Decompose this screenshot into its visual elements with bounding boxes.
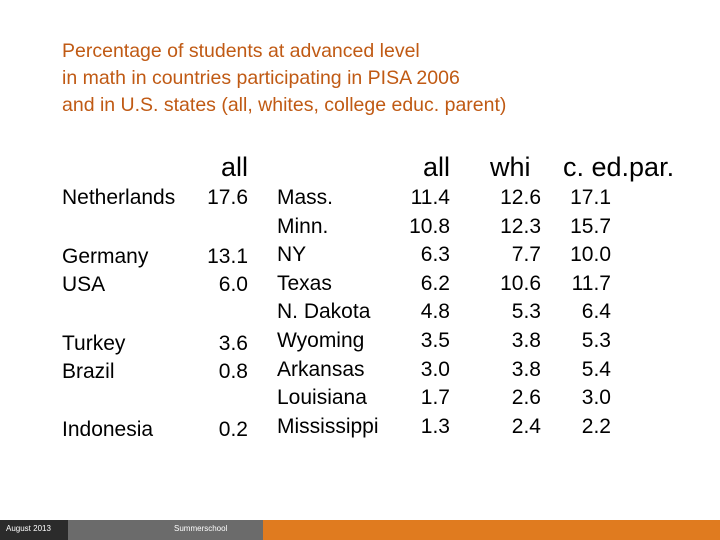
state-value-whi: 10.6 bbox=[500, 271, 541, 295]
footer-date: August 2013 bbox=[6, 524, 51, 533]
state-value-whi: 7.7 bbox=[511, 243, 541, 267]
state-value-ced: 11.7 bbox=[571, 271, 611, 295]
state-value-all: 6.2 bbox=[420, 271, 450, 295]
state-name: Texas bbox=[277, 271, 332, 295]
country-value: 0.2 bbox=[218, 418, 248, 441]
footer-event-block: Summerschool bbox=[68, 520, 263, 540]
state-value-whi: 12.3 bbox=[500, 214, 541, 238]
state-value-ced: 2.2 bbox=[581, 414, 611, 438]
country-name: Turkey bbox=[62, 332, 126, 355]
state-value-ced: 5.4 bbox=[581, 357, 611, 381]
state-name: NY bbox=[277, 243, 307, 267]
country-value: 13.1 bbox=[207, 245, 248, 268]
state-value-all: 3.0 bbox=[420, 357, 450, 381]
state-value-ced: 10.0 bbox=[570, 243, 611, 267]
footer-event: Summerschool bbox=[174, 524, 228, 533]
state-name: Louisiana bbox=[277, 386, 367, 410]
state-value-all: 3.5 bbox=[420, 329, 450, 352]
country-value: 6.0 bbox=[218, 273, 248, 296]
state-value-whi: 2.4 bbox=[511, 414, 541, 438]
state-name: Mississippi bbox=[277, 414, 379, 438]
state-value-all: 1.7 bbox=[420, 386, 450, 410]
state-name: N. Dakota bbox=[277, 300, 371, 324]
country-name: Germany bbox=[62, 245, 149, 268]
state-value-whi: 3.8 bbox=[511, 329, 541, 352]
state-value-ced: 6.4 bbox=[581, 300, 611, 324]
state-value-all: 1.3 bbox=[420, 414, 450, 438]
country-name: Netherlands bbox=[62, 186, 176, 209]
state-value-ced: 17.1 bbox=[570, 186, 611, 209]
country-name: USA bbox=[62, 273, 106, 296]
state-value-whi: 5.3 bbox=[511, 300, 541, 324]
state-value-all: 4.8 bbox=[420, 300, 450, 324]
state-value-whi: 3.8 bbox=[511, 357, 541, 381]
states-header-all: all bbox=[422, 152, 450, 182]
state-name: Arkansas bbox=[277, 357, 365, 381]
countries-header-all: all bbox=[220, 152, 248, 182]
country-value: 3.6 bbox=[218, 332, 248, 355]
footer-bar: August 2013 Summerschool bbox=[0, 520, 720, 540]
footer-accent-block bbox=[263, 520, 720, 540]
state-name: Minn. bbox=[277, 214, 329, 238]
state-value-ced: 5.3 bbox=[581, 329, 611, 352]
footer-date-block: August 2013 bbox=[0, 520, 68, 540]
state-value-whi: 12.6 bbox=[500, 186, 541, 209]
country-value: 17.6 bbox=[207, 186, 248, 209]
state-value-all: 11.4 bbox=[410, 186, 450, 209]
state-value-ced: 3.0 bbox=[581, 386, 611, 410]
country-name: Indonesia bbox=[62, 418, 154, 441]
state-value-ced: 15.7 bbox=[570, 214, 611, 238]
state-name: Mass. bbox=[277, 186, 334, 209]
state-value-whi: 2.6 bbox=[511, 386, 541, 410]
title-line-3: and in U.S. states (all, whites, college… bbox=[62, 94, 507, 116]
slide-title: Percentage of students at advanced level… bbox=[62, 38, 506, 119]
states-header-ced: c. ed.par. bbox=[563, 152, 675, 182]
title-line-1: Percentage of students at advanced level bbox=[62, 40, 420, 62]
country-name: Brazil bbox=[62, 360, 115, 383]
title-line-2: in math in countries participating in PI… bbox=[62, 67, 460, 89]
states-header-whi: whi bbox=[490, 152, 531, 182]
state-name: Wyoming bbox=[277, 329, 365, 352]
state-value-all: 10.8 bbox=[409, 214, 450, 238]
state-value-all: 6.3 bbox=[420, 243, 450, 267]
country-value: 0.8 bbox=[218, 360, 248, 383]
